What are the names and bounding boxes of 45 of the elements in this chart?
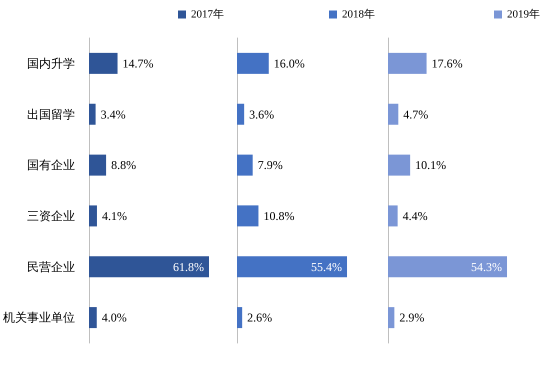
bar (388, 205, 398, 226)
data-label: 55.4% (311, 260, 342, 274)
bar (388, 256, 508, 278)
data-label: 61.8% (173, 260, 204, 274)
data-label: 7.9% (258, 158, 283, 172)
y-tick-label: 国有企业 (27, 158, 75, 172)
data-label: 10.1% (415, 158, 446, 172)
data-label: 4.7% (403, 107, 428, 122)
legend-label: 2019年 (507, 8, 540, 20)
legend-label: 2017年 (191, 8, 224, 20)
bar (89, 52, 118, 74)
y-tick-label: 民营企业 (27, 260, 75, 274)
bar (388, 154, 410, 176)
bar (237, 256, 348, 278)
bar (388, 52, 427, 74)
bar (89, 104, 96, 125)
bar (237, 205, 258, 226)
data-label: 8.8% (111, 158, 136, 172)
data-label: 17.6% (432, 56, 463, 70)
bar (237, 52, 269, 74)
data-label: 2.9% (399, 310, 424, 325)
data-label: 4.4% (402, 208, 428, 223)
data-label: 3.6% (249, 107, 274, 122)
data-label: 10.8% (263, 208, 294, 223)
y-tick-label: 国内升学 (27, 56, 75, 70)
data-label: 3.4% (100, 107, 126, 122)
data-label: 2.6% (247, 310, 272, 325)
data-label: 4.1% (102, 208, 127, 223)
legend-label: 2018年 (342, 8, 375, 20)
data-label: 4.0% (102, 310, 127, 325)
bar (89, 205, 97, 226)
bar (237, 307, 242, 328)
bar (89, 256, 209, 278)
y-tick-label: 机关事业单位 (3, 310, 75, 325)
data-label: 14.7% (122, 56, 154, 70)
bar (237, 104, 244, 125)
data-label: 54.3% (471, 260, 502, 274)
data-label: 16.0% (274, 56, 305, 70)
bar (89, 154, 106, 176)
bar (388, 104, 398, 125)
y-tick-label: 出国留学 (27, 107, 75, 122)
y-tick-label: 三资企业 (27, 208, 75, 223)
bar (388, 307, 394, 328)
bar (237, 154, 253, 176)
bar (89, 307, 97, 328)
